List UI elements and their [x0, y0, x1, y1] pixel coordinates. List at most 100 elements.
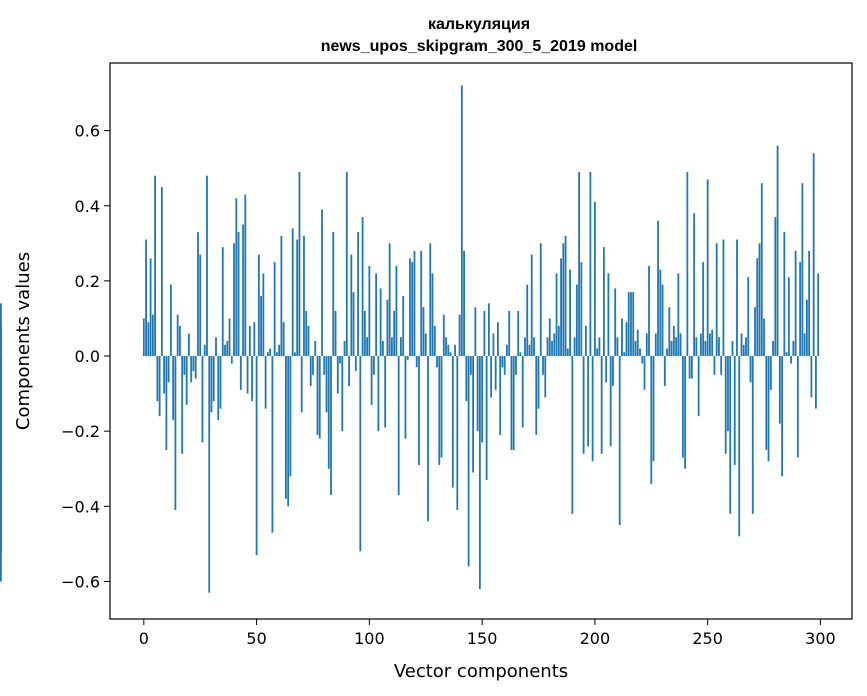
bar-195 — [582, 356, 585, 454]
bar-163 — [510, 356, 513, 450]
bar-146 — [472, 356, 474, 473]
bar-27 — [203, 344, 206, 357]
bar-98 — [363, 310, 366, 357]
bar-250 — [706, 179, 709, 357]
bar-140 — [458, 314, 461, 357]
bar-44 — [242, 224, 244, 357]
bar-134 — [445, 337, 447, 357]
bar-82 — [327, 356, 330, 469]
bar-87 — [339, 356, 341, 364]
chart-title-line-1: калькуляция — [428, 16, 530, 33]
y-axis-ticks: −0.6 −0.4 −0.2 0.0 0.2 0.4 0.6 — [61, 122, 110, 591]
bar-62 — [282, 322, 285, 357]
bar-277 — [767, 356, 770, 462]
y-tick-label: 0.0 — [75, 347, 100, 366]
bar-138 — [454, 344, 456, 357]
bar-13 — [172, 356, 175, 420]
bar-99 — [366, 337, 368, 357]
bar-16 — [179, 325, 181, 357]
bar-127 — [429, 243, 432, 357]
bar-28 — [206, 175, 208, 357]
bar-21 — [190, 356, 193, 383]
bar-124 — [422, 307, 425, 357]
bar-239 — [681, 356, 684, 458]
bar-285 — [785, 352, 788, 357]
bar-170 — [526, 284, 529, 357]
bar-58 — [273, 262, 276, 357]
bar-152 — [485, 356, 488, 480]
bar-273 — [758, 243, 761, 357]
bar-90 — [345, 171, 348, 357]
bar-10 — [165, 356, 168, 450]
bar-230 — [661, 284, 664, 357]
bar-269 — [749, 356, 752, 383]
bar-24 — [197, 232, 199, 357]
bar-57 — [271, 356, 274, 533]
bar-253 — [713, 356, 716, 375]
bar-107 — [384, 356, 387, 428]
bar-33 — [217, 356, 220, 420]
bar-188 — [566, 348, 569, 357]
bar-267 — [745, 337, 747, 357]
bar-149 — [478, 356, 481, 589]
bar-237 — [677, 273, 680, 357]
x-tick-label: 0 — [139, 629, 149, 648]
bar-19 — [185, 356, 188, 405]
bar-210 — [616, 337, 619, 357]
bar-280 — [774, 217, 777, 357]
bar-180 — [548, 318, 551, 357]
bar-213 — [623, 352, 626, 357]
bar-150 — [481, 356, 484, 443]
bar-123 — [420, 250, 423, 357]
bar-95 — [357, 232, 359, 357]
bar-164 — [512, 356, 515, 450]
bar-3 — [149, 258, 152, 357]
bar-0 — [142, 318, 145, 357]
bar-252 — [711, 329, 714, 357]
bar-120 — [413, 250, 416, 357]
bar-25 — [199, 254, 202, 357]
bar-50 — [255, 356, 258, 556]
bar-110 — [391, 337, 393, 357]
bar-91 — [348, 356, 350, 387]
bar-201 — [596, 348, 599, 357]
y-axis-label: Components values — [13, 252, 34, 430]
bar-71 — [303, 235, 305, 357]
bar-118 — [409, 258, 411, 357]
bar-144 — [467, 356, 470, 567]
bar-36 — [224, 344, 226, 357]
bar-295 — [808, 250, 811, 357]
bar-297 — [812, 153, 815, 357]
bar-157 — [497, 322, 499, 357]
bar-115 — [402, 295, 405, 357]
bar-236 — [675, 337, 677, 357]
bar-106 — [381, 341, 384, 357]
bar-244 — [693, 213, 696, 357]
bar-56 — [269, 348, 272, 357]
bar-70 — [300, 356, 303, 413]
bar-130 — [436, 356, 438, 368]
bar-132 — [440, 356, 443, 458]
bar-84 — [332, 232, 335, 357]
bar-299 — [817, 273, 820, 357]
bar-264 — [738, 356, 741, 537]
bar-17 — [181, 356, 184, 454]
bar-177 — [542, 356, 544, 375]
bar-169 — [524, 337, 526, 357]
bar-18 — [183, 356, 186, 375]
bar-270 — [751, 356, 754, 514]
bar-77 — [316, 356, 319, 435]
bar-186 — [562, 243, 565, 357]
bar-148 — [476, 356, 479, 432]
bar-32 — [215, 337, 217, 357]
bar-204 — [603, 247, 605, 357]
bar-23 — [194, 356, 197, 379]
bar-182 — [553, 333, 556, 357]
bar-89 — [343, 341, 346, 357]
bar-235 — [672, 325, 675, 357]
bar-229 — [659, 269, 662, 357]
bar-292 — [801, 183, 804, 357]
bar-151 — [483, 310, 486, 357]
bar-185 — [560, 258, 562, 357]
bar-96 — [359, 356, 362, 552]
